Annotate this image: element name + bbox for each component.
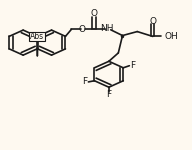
Text: Abs: Abs [30, 32, 44, 41]
Text: OH: OH [165, 32, 178, 41]
Text: O: O [91, 9, 98, 18]
FancyBboxPatch shape [29, 32, 45, 41]
Text: F: F [106, 90, 111, 99]
Text: F: F [130, 61, 135, 70]
Text: NH: NH [101, 24, 114, 33]
Text: F: F [82, 77, 88, 86]
Text: O: O [149, 17, 156, 26]
Text: O: O [79, 25, 86, 34]
